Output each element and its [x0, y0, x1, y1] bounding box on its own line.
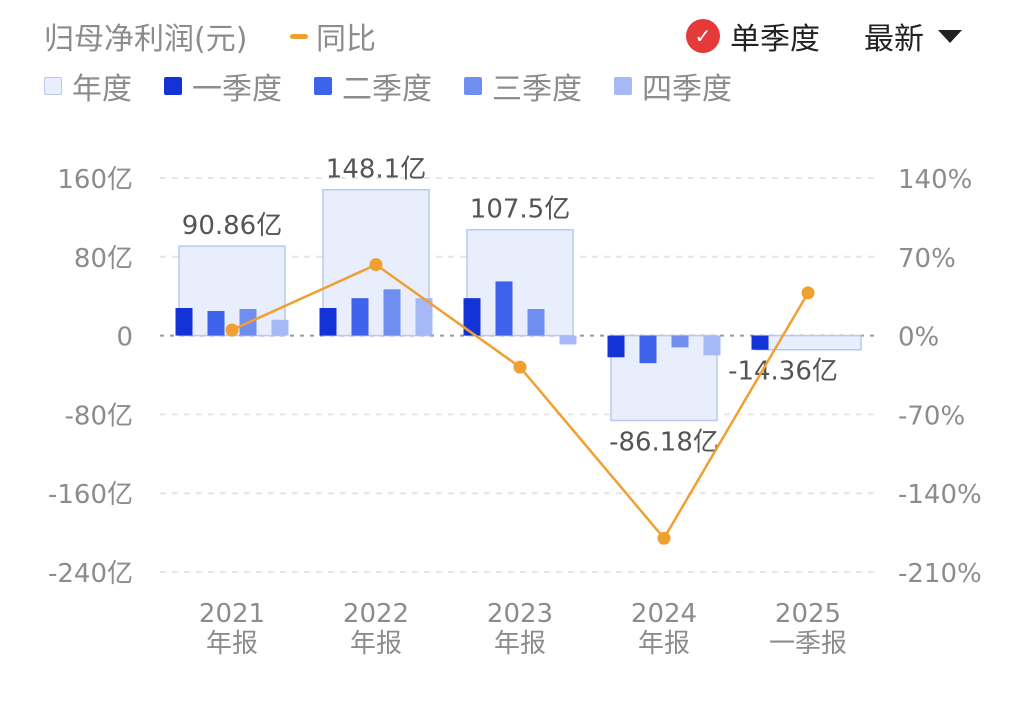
legend-swatch-q1: [164, 77, 182, 95]
annual-value-label: -14.36亿: [728, 357, 838, 387]
yoy-point: [513, 360, 527, 374]
legend-swatch-q4: [614, 77, 632, 95]
y-right-tick-label: 70%: [898, 244, 956, 274]
y-left-tick-label: 80亿: [74, 244, 133, 274]
legend-item-year[interactable]: 年度: [44, 64, 132, 108]
quarter-bar-q1: [175, 308, 193, 336]
y-right-tick-label: -210%: [898, 559, 982, 589]
yoy-point: [801, 286, 815, 300]
y-left-tick-label: -240亿: [48, 559, 133, 589]
y-left-tick-label: 0: [116, 323, 133, 353]
series-legend: 年度 一季度 二季度 三季度 四季度: [44, 64, 764, 108]
check-circle-icon: ✓: [686, 19, 720, 53]
legend-item-q3[interactable]: 三季度: [464, 64, 582, 108]
legend-label-q2: 二季度: [342, 72, 432, 107]
quarter-bar-q4: [271, 319, 289, 336]
annual-value-label: -86.18亿: [609, 427, 719, 457]
quarter-bar-q2: [207, 310, 225, 336]
legend-yoy: 同比: [290, 14, 376, 58]
y-left-tick-label: -80亿: [65, 401, 133, 431]
annual-bar: [178, 245, 286, 337]
single-quarter-label: 单季度: [730, 22, 820, 57]
y-right-tick-label: -140%: [898, 480, 982, 510]
single-quarter-toggle[interactable]: ✓ 单季度: [686, 14, 820, 58]
y-right-tick-label: 140%: [898, 165, 972, 195]
y-left-tick-label: 160亿: [57, 165, 133, 195]
annual-bar: [754, 334, 862, 351]
legend-swatch-q2: [314, 77, 332, 95]
quarter-bar-q4: [415, 298, 433, 336]
y-right-tick-label: 0%: [898, 323, 939, 353]
quarter-bar-q2: [639, 335, 657, 364]
legend-label-q3: 三季度: [492, 72, 582, 107]
yoy-point: [657, 531, 671, 545]
quarter-bar-q2: [495, 281, 513, 336]
legend-swatch-year: [44, 77, 62, 95]
quarter-bar-q3: [527, 309, 545, 336]
legend-label-q4: 四季度: [642, 72, 732, 107]
legend-swatch-q3: [464, 77, 482, 95]
x-tick-period: 年报: [638, 629, 690, 659]
legend-item-q2[interactable]: 二季度: [314, 64, 432, 108]
caret-down-icon: [938, 29, 962, 43]
y-left-tick-label: -160亿: [48, 480, 133, 510]
legend-item-q4[interactable]: 四季度: [614, 64, 732, 108]
quarter-bar-q3: [671, 335, 689, 348]
legend-label-year: 年度: [72, 72, 132, 107]
yoy-point: [369, 258, 383, 272]
quarter-bar-q4: [559, 335, 577, 345]
quarter-bar-q3: [383, 289, 401, 336]
chart-header: 归母净利润(元) 同比 ✓ 单季度 最新 年度 一季度 二季度 三季度 四季度: [0, 0, 1024, 120]
x-tick-period: 年报: [206, 629, 258, 659]
latest-label: 最新: [864, 22, 924, 57]
chart-title: 归母净利润(元): [44, 22, 248, 57]
y-right-tick-label: -70%: [898, 401, 965, 431]
quarter-bar-q2: [351, 298, 369, 336]
line-swatch-icon: [290, 33, 308, 39]
x-tick-year: 2024: [631, 599, 697, 629]
quarter-bar-q1: [463, 298, 481, 336]
x-tick-year: 2021: [199, 599, 265, 629]
yoy-point: [225, 323, 239, 337]
x-tick-period: 年报: [494, 629, 546, 659]
quarter-bar-q1: [751, 335, 769, 350]
annual-value-label: 90.86亿: [182, 211, 282, 241]
annual-value-label: 107.5亿: [470, 195, 570, 225]
quarter-bar-q1: [319, 308, 337, 336]
legend-label-q1: 一季度: [192, 72, 282, 107]
quarter-bar-q4: [703, 335, 721, 356]
annual-bar: [466, 228, 574, 337]
annual-bar: [610, 334, 718, 422]
latest-dropdown[interactable]: 最新: [864, 14, 962, 58]
legend-yoy-label: 同比: [316, 22, 376, 57]
quarter-bar-q1: [607, 335, 625, 358]
x-tick-period: 年报: [350, 629, 402, 659]
x-tick-year: 2025: [775, 599, 841, 629]
legend-item-q1[interactable]: 一季度: [164, 64, 282, 108]
x-tick-period: 一季报: [769, 629, 847, 659]
x-tick-year: 2023: [487, 599, 553, 629]
annual-value-label: 148.1亿: [326, 155, 426, 185]
x-tick-year: 2022: [343, 599, 409, 629]
